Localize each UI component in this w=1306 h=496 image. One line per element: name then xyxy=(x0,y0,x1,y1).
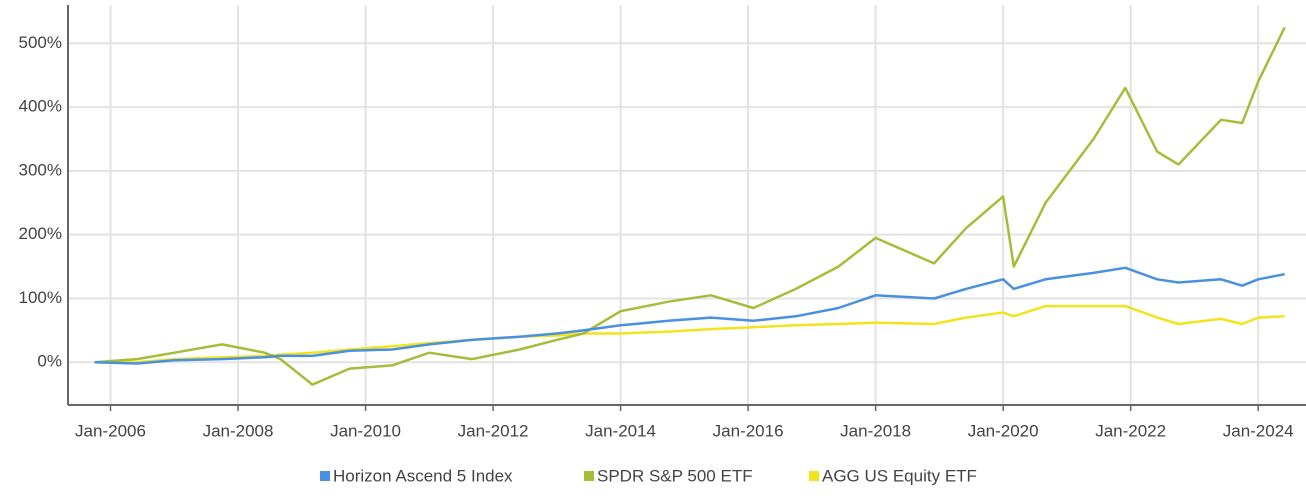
x-tick-label: Jan-2016 xyxy=(713,421,784,440)
y-tick-label: 500% xyxy=(19,33,62,52)
x-tick-label: Jan-2020 xyxy=(968,421,1039,440)
x-tick-label: Jan-2010 xyxy=(330,421,401,440)
y-tick-label: 100% xyxy=(19,288,62,307)
y-tick-label: 400% xyxy=(19,97,62,116)
series-line xyxy=(94,304,1285,364)
legend-swatch xyxy=(809,471,819,481)
series-line xyxy=(94,26,1286,386)
x-tick-label: Jan-2012 xyxy=(458,421,529,440)
x-tick-label: Jan-2006 xyxy=(75,421,146,440)
legend-label: SPDR S&P 500 ETF xyxy=(597,466,753,485)
series-line xyxy=(94,266,1285,365)
y-tick-label: 0% xyxy=(37,352,62,371)
legend-swatch xyxy=(584,471,594,481)
x-tick-label: Jan-2018 xyxy=(840,421,911,440)
legend-swatch xyxy=(320,471,330,481)
x-tick-label: Jan-2014 xyxy=(585,421,656,440)
legend-label: Horizon Ascend 5 Index xyxy=(333,466,513,485)
y-tick-label: 300% xyxy=(19,160,62,179)
x-tick-label: Jan-2008 xyxy=(203,421,274,440)
y-tick-label: 200% xyxy=(19,224,62,243)
x-tick-label: Jan-2024 xyxy=(1223,421,1294,440)
legend-label: AGG US Equity ETF xyxy=(822,466,977,485)
x-tick-label: Jan-2022 xyxy=(1095,421,1166,440)
